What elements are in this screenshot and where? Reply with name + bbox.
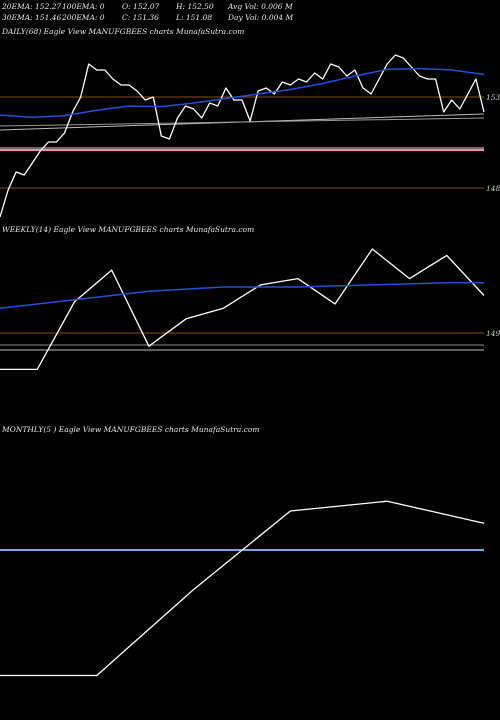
weekly-tick-149: 149 bbox=[486, 329, 500, 338]
weekly-close-line bbox=[0, 248, 485, 371]
daily-close-line bbox=[0, 54, 485, 218]
header-high: H: 152.50 bbox=[175, 2, 214, 11]
header-day-vol: Day Vol: 0.004 M bbox=[227, 13, 294, 22]
monthly-panel bbox=[0, 500, 485, 677]
daily-tick-148: 148 bbox=[486, 184, 500, 193]
monthly-close-line bbox=[0, 500, 485, 677]
weekly-ema-line bbox=[0, 282, 484, 309]
daily-panel: 153 148 bbox=[0, 54, 500, 218]
daily-trend-line-2 bbox=[0, 117, 485, 127]
header-20ema: 20EMA: 152.27 bbox=[1, 2, 61, 11]
daily-tick-153: 153 bbox=[486, 93, 500, 102]
weekly-panel-label: WEEKLY(14) Eagle View MANUFGBEES charts … bbox=[2, 225, 254, 234]
daily-panel-label: DAILY(68) Eagle View MANUFGBEES charts M… bbox=[1, 27, 244, 36]
weekly-panel: 149 bbox=[0, 248, 500, 371]
header-open: O: 152.07 bbox=[122, 2, 160, 11]
header-avg-vol: Avg Vol: 0.006 M bbox=[227, 2, 293, 11]
daily-ema-line bbox=[0, 67, 485, 119]
monthly-panel-label: MONTHLY(5 ) Eagle View MANUFGBEES charts… bbox=[1, 425, 259, 434]
header-30ema: 30EMA: 151.46 bbox=[2, 13, 61, 22]
header-200ema: 200EMA: 0 bbox=[61, 13, 105, 22]
header-close: C: 151.36 bbox=[122, 13, 159, 22]
header-100ema: 100EMA: 0 bbox=[62, 2, 105, 11]
header-low: L: 151.08 bbox=[175, 13, 212, 22]
header-stats: 20EMA: 152.27 100EMA: 0 O: 152.07 H: 152… bbox=[1, 2, 294, 22]
